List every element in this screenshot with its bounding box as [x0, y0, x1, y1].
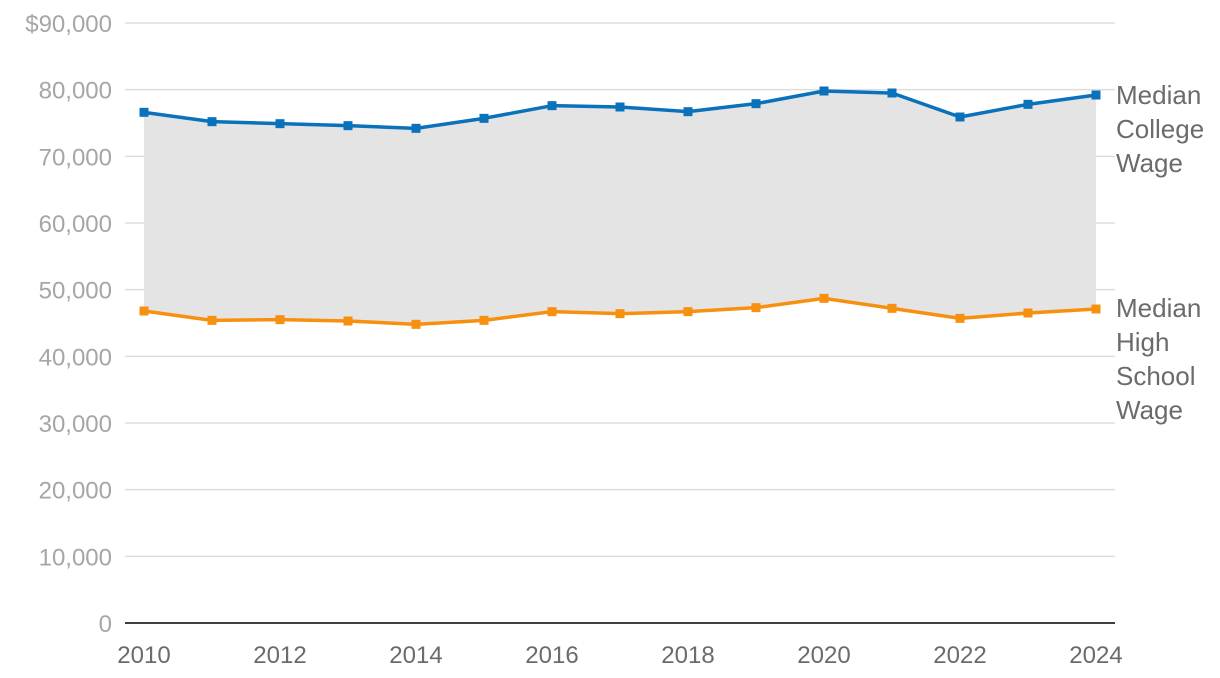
data-point — [275, 119, 285, 129]
x-tick-label: 2020 — [797, 642, 850, 669]
data-point — [887, 303, 897, 313]
series-label-line: School — [1116, 361, 1196, 391]
y-axis-ticks: 0 10,000 20,000 30,000 40,000 50,000 60,000 70,… — [25, 11, 112, 638]
data-point — [819, 86, 829, 96]
data-point — [683, 107, 693, 117]
y-tick-label: 20,000 — [39, 478, 112, 505]
data-point — [615, 309, 625, 319]
wage-gap-area — [144, 91, 1096, 325]
series-label-line: Median — [1116, 80, 1201, 110]
y-tick-label: $90,000 — [25, 11, 112, 38]
series-label: Median College Wage — [1116, 80, 1204, 178]
data-point — [275, 315, 285, 325]
data-point — [1023, 99, 1033, 109]
data-point — [1091, 90, 1101, 100]
data-point — [547, 307, 557, 317]
y-tick-label: 60,000 — [39, 211, 112, 238]
series-high-school — [139, 293, 1101, 329]
y-tick-label: 50,000 — [39, 278, 112, 305]
data-point — [139, 107, 149, 117]
data-point — [751, 303, 761, 313]
y-tick-label: 30,000 — [39, 411, 112, 438]
data-point — [479, 113, 489, 123]
x-tick-label: 2010 — [117, 642, 170, 669]
x-tick-label: 2022 — [933, 642, 986, 669]
x-axis-ticks: 2010 2012 2014 2016 2018 2020 2022 2024 — [117, 642, 1122, 669]
data-point — [343, 316, 353, 326]
data-point — [1091, 304, 1101, 314]
data-point — [819, 293, 829, 303]
y-tick-label: 70,000 — [39, 144, 112, 171]
x-tick-label: 2012 — [253, 642, 306, 669]
data-point — [411, 319, 421, 329]
y-tick-label: 0 — [99, 611, 112, 638]
x-tick-label: 2018 — [661, 642, 714, 669]
data-point — [955, 313, 965, 323]
series-label-line: College — [1116, 114, 1204, 144]
x-tick-label: 2016 — [525, 642, 578, 669]
x-tick-label: 2024 — [1069, 642, 1122, 669]
data-point — [343, 121, 353, 131]
series — [139, 86, 1101, 329]
data-point — [479, 315, 489, 325]
series-label-line: Median — [1116, 293, 1201, 323]
data-point — [615, 102, 625, 112]
data-point — [683, 307, 693, 317]
data-point — [207, 315, 217, 325]
series-labels: Median College Wage Median High School Wage — [1116, 80, 1204, 425]
series-label-line: Wage — [1116, 395, 1183, 425]
series-label-line: High — [1116, 327, 1169, 357]
series-label: Median High School Wage — [1116, 293, 1201, 425]
y-tick-label: 10,000 — [39, 544, 112, 571]
y-tick-label: 80,000 — [39, 78, 112, 105]
data-point — [411, 123, 421, 133]
y-tick-label: 40,000 — [39, 344, 112, 371]
data-point — [139, 306, 149, 316]
data-point — [751, 99, 761, 109]
data-point — [887, 88, 897, 98]
series-college — [139, 86, 1101, 133]
data-point — [547, 101, 557, 111]
data-point — [1023, 308, 1033, 318]
series-label-line: Wage — [1116, 148, 1183, 178]
data-point — [955, 112, 965, 122]
data-point — [207, 117, 217, 127]
x-tick-label: 2014 — [389, 642, 442, 669]
